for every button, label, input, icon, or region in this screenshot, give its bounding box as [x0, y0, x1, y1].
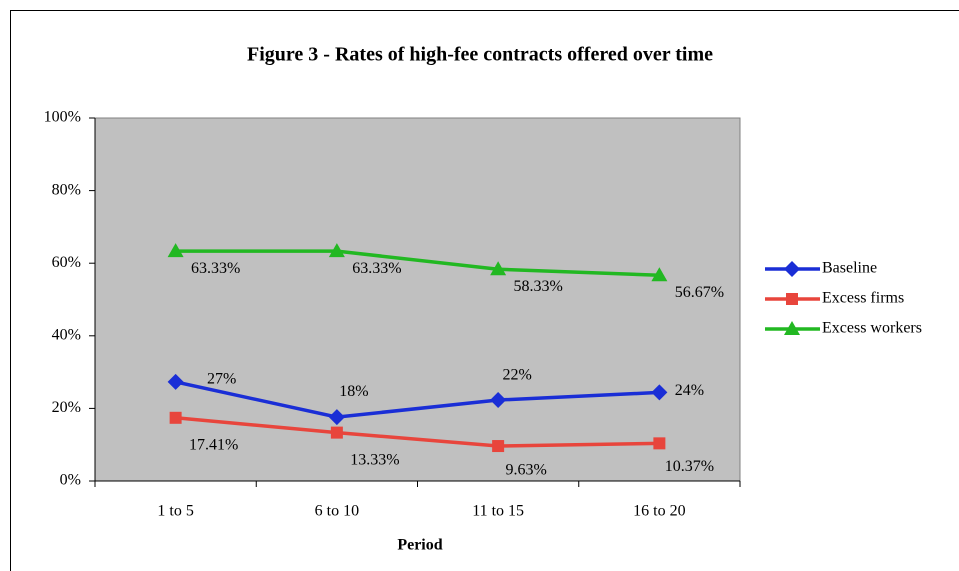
point-marker: [167, 373, 184, 390]
data-label: 27%: [207, 371, 236, 388]
x-tick-label: 11 to 15: [472, 503, 524, 520]
point-marker: [653, 437, 666, 450]
data-label: 24%: [675, 382, 704, 399]
data-label: 13.33%: [350, 451, 399, 468]
data-label: 58.33%: [513, 278, 562, 295]
legend-label: Baseline: [822, 260, 877, 277]
y-tick-label: 100%: [44, 109, 81, 126]
y-tick-label: 80%: [52, 181, 81, 198]
data-label: 56.67%: [675, 284, 724, 301]
x-tick-label: 1 to 5: [157, 503, 193, 520]
y-tick-label: 20%: [52, 399, 81, 416]
data-label: 22%: [502, 367, 531, 384]
y-tick-label: 60%: [52, 254, 81, 271]
y-tick-label: 0%: [60, 472, 81, 489]
point-marker: [330, 426, 343, 439]
point-marker: [651, 384, 668, 401]
data-label: 63.33%: [352, 260, 401, 277]
legend-marker: [784, 321, 800, 335]
data-label: 17.41%: [189, 436, 238, 453]
y-tick-label: 40%: [52, 326, 81, 343]
point-marker: [490, 261, 507, 276]
x-axis-label: Period: [397, 537, 442, 554]
data-label: 10.37%: [665, 458, 714, 475]
series-line: [175, 416, 660, 448]
x-tick-label: 6 to 10: [315, 503, 359, 520]
point-marker: [490, 392, 507, 409]
point-marker: [169, 411, 182, 424]
point-marker: [167, 243, 184, 258]
point-marker: [328, 409, 345, 426]
data-label: 18%: [339, 383, 368, 400]
series-line: [175, 380, 660, 419]
x-tick-label: 16 to 20: [633, 503, 685, 520]
data-label: 9.63%: [505, 462, 546, 479]
legend-label: Excess firms: [822, 290, 904, 307]
legend-marker: [784, 261, 800, 277]
plot-area: [94, 117, 741, 482]
point-marker: [651, 267, 668, 282]
series-line: [175, 249, 660, 278]
data-label: 63.33%: [191, 260, 240, 277]
point-marker: [492, 440, 505, 453]
point-marker: [328, 243, 345, 258]
chart-title: Figure 3 - Rates of high-fee contracts o…: [247, 44, 713, 66]
legend-marker: [786, 293, 798, 305]
legend-label: Excess workers: [822, 320, 922, 337]
